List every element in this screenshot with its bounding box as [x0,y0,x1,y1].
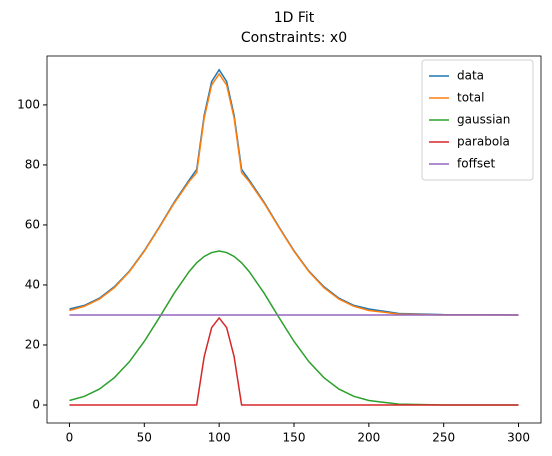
legend-label: data [457,69,484,83]
legend-label: gaussian [457,113,510,127]
y-tick-label: 80 [25,157,40,171]
y-tick-label: 100 [17,97,40,111]
y-tick-label: 20 [25,337,40,351]
x-tick-label: 150 [283,431,306,445]
x-tick-label: 0 [66,431,74,445]
line [69,72,519,316]
legend-label: total [457,91,484,105]
x-tick-label: 200 [357,431,380,445]
legend-label: foffset [457,157,495,171]
line [69,316,519,406]
chart-title: 1D Fit [274,10,315,26]
x-tick-label: 300 [507,431,530,445]
line [69,250,519,406]
chart-subtitle: Constraints: x0 [241,30,347,46]
x-tick-label: 100 [208,431,231,445]
x-tick-label: 50 [137,431,152,445]
y-tick-label: 60 [25,217,40,231]
legend-box [421,59,534,181]
y-tick-label: 40 [25,277,40,291]
legend-label: parabola [457,135,510,149]
y-tick-label: 0 [32,397,40,411]
x-tick-label: 250 [432,431,455,445]
plot-frame [46,55,542,424]
